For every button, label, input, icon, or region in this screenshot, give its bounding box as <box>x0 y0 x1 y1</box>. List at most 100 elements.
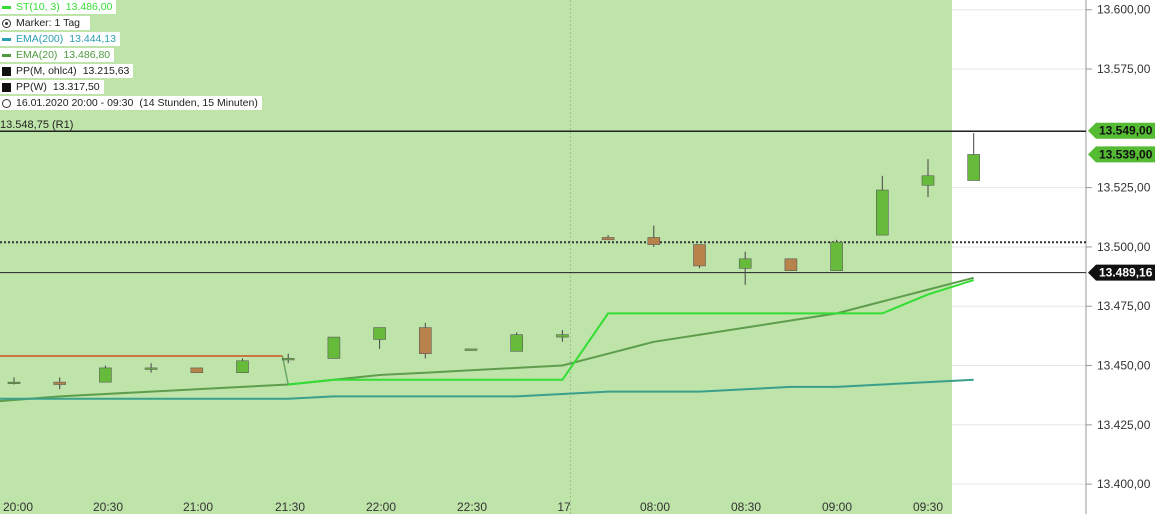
candle-body <box>99 367 112 383</box>
legend-value: 13.486,00 <box>65 1 113 13</box>
candle <box>53 377 67 390</box>
candle <box>144 363 158 373</box>
legend-name: EMA(200) <box>16 33 64 45</box>
legend-name: PP(M, ohlc4) <box>16 65 77 77</box>
x-tick-label: 21:30 <box>275 500 305 514</box>
y-tick-label: 13.400,00 <box>1097 477 1151 491</box>
candle <box>7 377 21 385</box>
marker-icon <box>2 18 11 28</box>
candle-body <box>373 327 386 340</box>
legend-value: (14 Stunden, 15 Minuten) <box>139 97 258 109</box>
y-tick-label: 13.475,00 <box>1097 299 1151 313</box>
x-tick-label: 17 <box>557 500 571 514</box>
price-tag-label: 13.549,00 <box>1099 124 1153 138</box>
legend-name: PP(W) <box>16 81 47 93</box>
y-tick-label: 13.575,00 <box>1097 62 1151 76</box>
grid <box>569 0 1087 514</box>
candle <box>693 244 706 269</box>
candle <box>875 175 889 236</box>
candle <box>784 258 798 271</box>
candle <box>647 225 661 247</box>
candle-body <box>281 358 295 361</box>
green-zone <box>0 0 952 514</box>
legend-entry[interactable]: PP(M, ohlc4) 13.215,63 <box>0 64 134 78</box>
price-tag-shape <box>1088 146 1155 163</box>
legend-entry[interactable]: ST(10, 3) 13.486,00 <box>0 0 117 14</box>
y-tick-label: 13.450,00 <box>1097 359 1151 373</box>
candle <box>373 327 386 349</box>
candle-body <box>236 360 249 373</box>
price-tag: 13.539,00 <box>1088 146 1155 163</box>
candle <box>99 365 112 383</box>
candle <box>921 159 935 198</box>
legend-swatch <box>2 53 11 57</box>
candle-body <box>830 241 843 271</box>
legend-name: EMA(20) <box>16 49 58 61</box>
candle-body <box>510 334 524 352</box>
price-tag: 13.549,00 <box>1088 122 1155 139</box>
legend-name: Marker: 1 Tag <box>16 17 80 29</box>
candle-body <box>53 381 67 385</box>
candle-body <box>464 348 478 351</box>
price-tag-shape <box>1088 264 1155 281</box>
price-tag-label: 13.539,00 <box>1099 147 1153 161</box>
candle <box>281 353 295 364</box>
candle-body <box>693 244 706 267</box>
legend-value: 13.215,63 <box>82 65 130 77</box>
x-tick-label: 22:30 <box>457 500 487 514</box>
legend-value: 13.444,13 <box>69 33 116 45</box>
candle <box>967 133 981 181</box>
candle-body <box>875 189 889 236</box>
series-line-ema-20 <box>0 276 974 403</box>
candle <box>464 348 478 351</box>
x-tick-label: 21:00 <box>183 500 213 514</box>
candle-body <box>967 154 981 181</box>
x-tick-label: 08:30 <box>731 500 761 514</box>
y-tick-label: 13.500,00 <box>1097 240 1151 254</box>
legend-entry[interactable]: Marker: 1 Tag <box>0 16 90 30</box>
legend-swatch <box>2 82 11 92</box>
legend-swatch <box>2 37 11 41</box>
series-line-ema-200 <box>0 378 974 400</box>
x-tick-label: 08:00 <box>640 500 670 514</box>
legend-entry[interactable]: EMA(200) 13.444,13 <box>0 32 120 46</box>
candle <box>236 358 249 373</box>
legend-value: 13.317,50 <box>52 81 100 93</box>
legend-swatch <box>2 66 11 76</box>
candle-body <box>601 237 615 241</box>
series-line-st-10-3 <box>288 279 974 386</box>
price-tags: 13.549,00 13.539,00 13.489,16 <box>1088 122 1155 281</box>
legend-name: 16.01.2020 20:00 - 09:30 <box>16 97 134 109</box>
legend-value: 13.486,80 <box>63 49 111 61</box>
legend-swatch <box>2 5 11 9</box>
candle <box>601 235 615 241</box>
x-tick-label: 09:30 <box>913 500 943 514</box>
candle-body <box>921 175 935 186</box>
candles <box>7 133 981 390</box>
price-tag: 13.489,16 <box>1088 264 1155 281</box>
x-tick-label: 20:30 <box>93 500 123 514</box>
x-axis: 20:00 20:30 21:00 21:30 22:00 22:30 17 08:00 08:… <box>3 500 943 514</box>
candle <box>418 322 432 359</box>
candle <box>830 239 843 271</box>
legend-name: ST(10, 3) <box>16 1 60 13</box>
candle <box>190 367 204 373</box>
legend-entry[interactable]: EMA(20) 13.486,80 <box>0 48 115 62</box>
candle-body <box>7 381 21 384</box>
candle <box>327 336 341 359</box>
legend-entry[interactable]: PP(W) 13.317,50 <box>0 80 104 94</box>
candle-body <box>327 336 341 359</box>
x-tick-label: 20:00 <box>3 500 33 514</box>
y-tick-label: 13.600,00 <box>1097 3 1151 17</box>
x-tick-label: 22:00 <box>366 500 396 514</box>
candle <box>738 251 752 285</box>
pivot-levels <box>0 130 1086 274</box>
r1-level-label: 13.548,75 (R1) <box>0 119 74 131</box>
candle <box>556 329 569 342</box>
candle <box>510 332 524 352</box>
indicator-lines <box>0 276 974 403</box>
y-tick-label: 13.525,00 <box>1097 181 1151 195</box>
y-tick-label: 13.425,00 <box>1097 418 1151 432</box>
legend-entry[interactable]: 16.01.2020 20:00 - 09:30 (14 Stunden, 15 … <box>0 96 262 110</box>
